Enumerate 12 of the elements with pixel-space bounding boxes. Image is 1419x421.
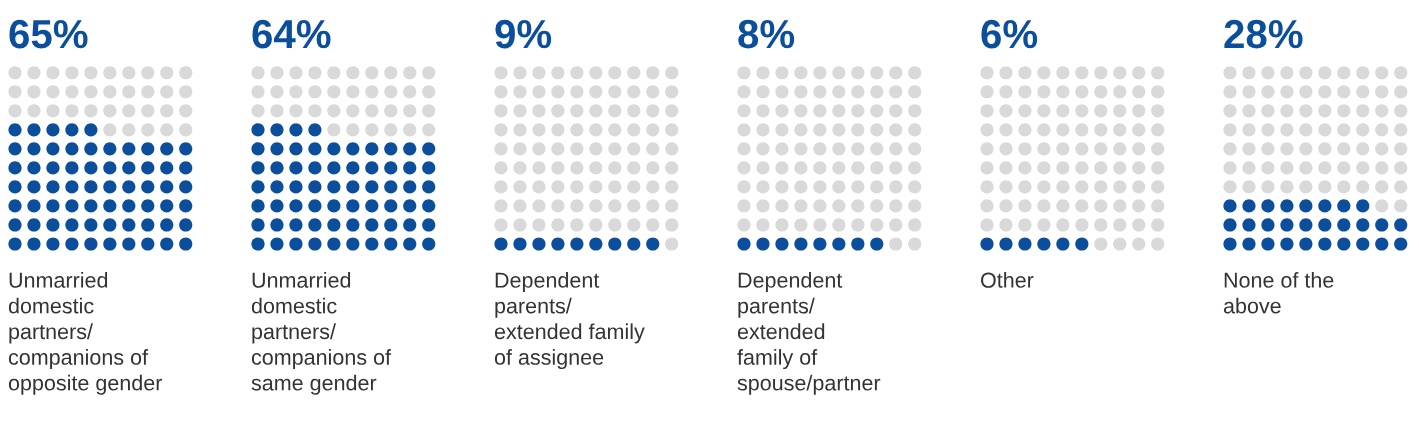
data-label: 28% [1224, 19, 1303, 49]
category-label: Other [981, 272, 1034, 288]
data-label: 9% [495, 19, 552, 49]
category-label: Unmarried domestic partners/ companions of opposite gender [8, 272, 163, 395]
data-label: 6% [981, 19, 1038, 49]
category-label: Dependent parents/ extended family of spouse/partner [737, 272, 881, 395]
data-label: 64% [252, 19, 331, 49]
category-label: None of the above [1223, 272, 1334, 314]
data-label: 65% [9, 19, 88, 49]
data-label: 8% [738, 19, 795, 49]
category-label: Dependent parents/ extended family of assignee [494, 272, 645, 370]
category-label: Unmarried domestic partners/ companions of same gender [251, 272, 392, 395]
